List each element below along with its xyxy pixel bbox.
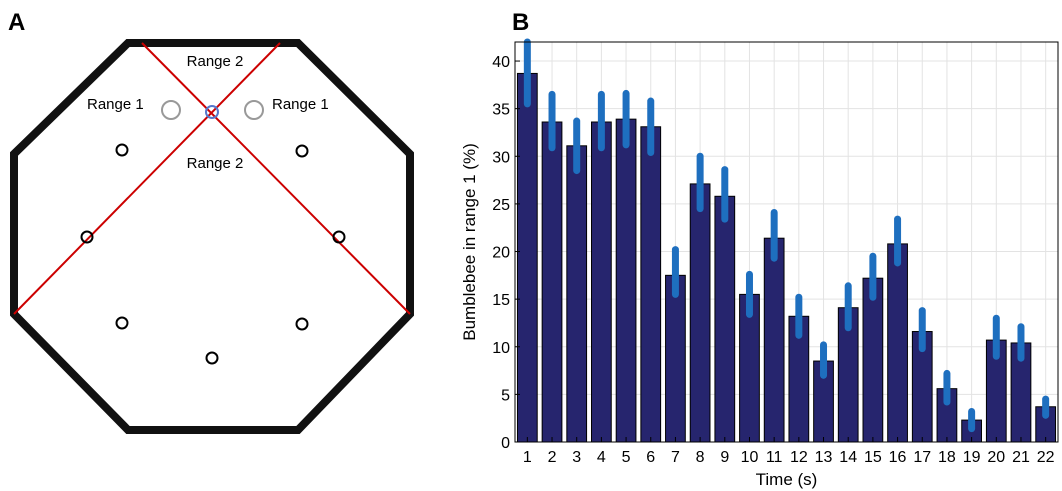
- bar: [591, 121, 612, 443]
- x-tick-label: 4: [597, 449, 606, 466]
- y-tick-label: 35: [492, 102, 510, 119]
- y-tick-label: 20: [492, 245, 510, 262]
- range-divider-line: [141, 42, 411, 315]
- bar: [862, 277, 884, 443]
- flower-marker: [115, 316, 129, 330]
- flower-marker: [115, 143, 129, 157]
- y-tick-labels: 0 5 10 15 20 25 30 35 40: [492, 54, 520, 452]
- x-tick-label: 21: [1012, 449, 1030, 466]
- bar: [640, 126, 662, 443]
- x-tick-label: 1: [523, 449, 532, 466]
- range2-label-top: Range 2: [187, 53, 244, 70]
- panel-a-letter: A: [8, 9, 25, 36]
- y-axis-title: Bumblebee in range 1 (%): [460, 143, 479, 341]
- plot-frame: [514, 41, 1059, 443]
- x-tick-label: 15: [864, 449, 882, 466]
- x-tick-label: 14: [839, 449, 857, 466]
- range-divider-line: [13, 42, 281, 315]
- x-tick-label: 18: [938, 449, 956, 466]
- x-tick-label: 13: [815, 449, 833, 466]
- chart-error-bars: [523, 38, 1050, 433]
- x-tick-label: 22: [1037, 449, 1055, 466]
- range1-label-left: Range 1: [87, 96, 144, 113]
- flower-marker: [332, 230, 346, 244]
- x-axis-title: Time (s): [756, 470, 818, 489]
- bar: [714, 195, 736, 443]
- x-tick-label: 7: [671, 449, 680, 466]
- y-tick-label: 40: [492, 54, 510, 71]
- x-tick-label: 17: [913, 449, 931, 466]
- bar: [763, 237, 785, 443]
- y-tick-label: 25: [492, 197, 510, 214]
- center-marker: [205, 105, 219, 119]
- x-tick-label: 12: [790, 449, 808, 466]
- x-tick-label: 19: [963, 449, 981, 466]
- bar: [887, 243, 908, 443]
- range1-marker-right: [244, 100, 264, 120]
- bar: [566, 145, 588, 443]
- y-tick-label: 5: [501, 387, 510, 404]
- panel-b-letter: B: [512, 9, 529, 36]
- x-tick-label: 16: [889, 449, 907, 466]
- flower-marker: [80, 230, 94, 244]
- x-tick-label: 11: [766, 449, 783, 466]
- x-tick-label: 6: [646, 449, 655, 466]
- range1-label-right: Range 1: [272, 96, 329, 113]
- flower-marker: [205, 351, 219, 365]
- x-tick-label: 2: [548, 449, 557, 466]
- bar: [665, 274, 686, 443]
- bar: [689, 183, 711, 443]
- x-tick-label: 8: [696, 449, 705, 466]
- x-tick-label: 5: [622, 449, 631, 466]
- arena-wall: [10, 39, 414, 434]
- x-tick-label: 9: [720, 449, 729, 466]
- x-tick-label: 10: [741, 449, 759, 466]
- chart-bars: [516, 72, 1057, 443]
- y-tick-label: 30: [492, 149, 510, 166]
- y-tick-label: 0: [501, 435, 510, 452]
- y-tick-label: 15: [492, 292, 510, 309]
- y-tick-label: 10: [492, 340, 510, 357]
- x-tick-label: 3: [572, 449, 581, 466]
- bar: [516, 72, 538, 443]
- flower-marker: [295, 317, 309, 331]
- bar: [541, 121, 563, 443]
- arena-diagram: Range 2 Range 1 Range 1 Range 2: [10, 39, 414, 434]
- flower-marker: [295, 144, 309, 158]
- range1-marker-left: [161, 100, 181, 120]
- x-tick-labels: 1 2 3 4 5 6 7 8 9 10 11 12 13 14 15 16 17 18 19 20 21 22: [523, 437, 1055, 466]
- x-tick-label: 20: [987, 449, 1005, 466]
- range2-label-bottom: Range 2: [187, 155, 244, 172]
- bar: [615, 118, 637, 443]
